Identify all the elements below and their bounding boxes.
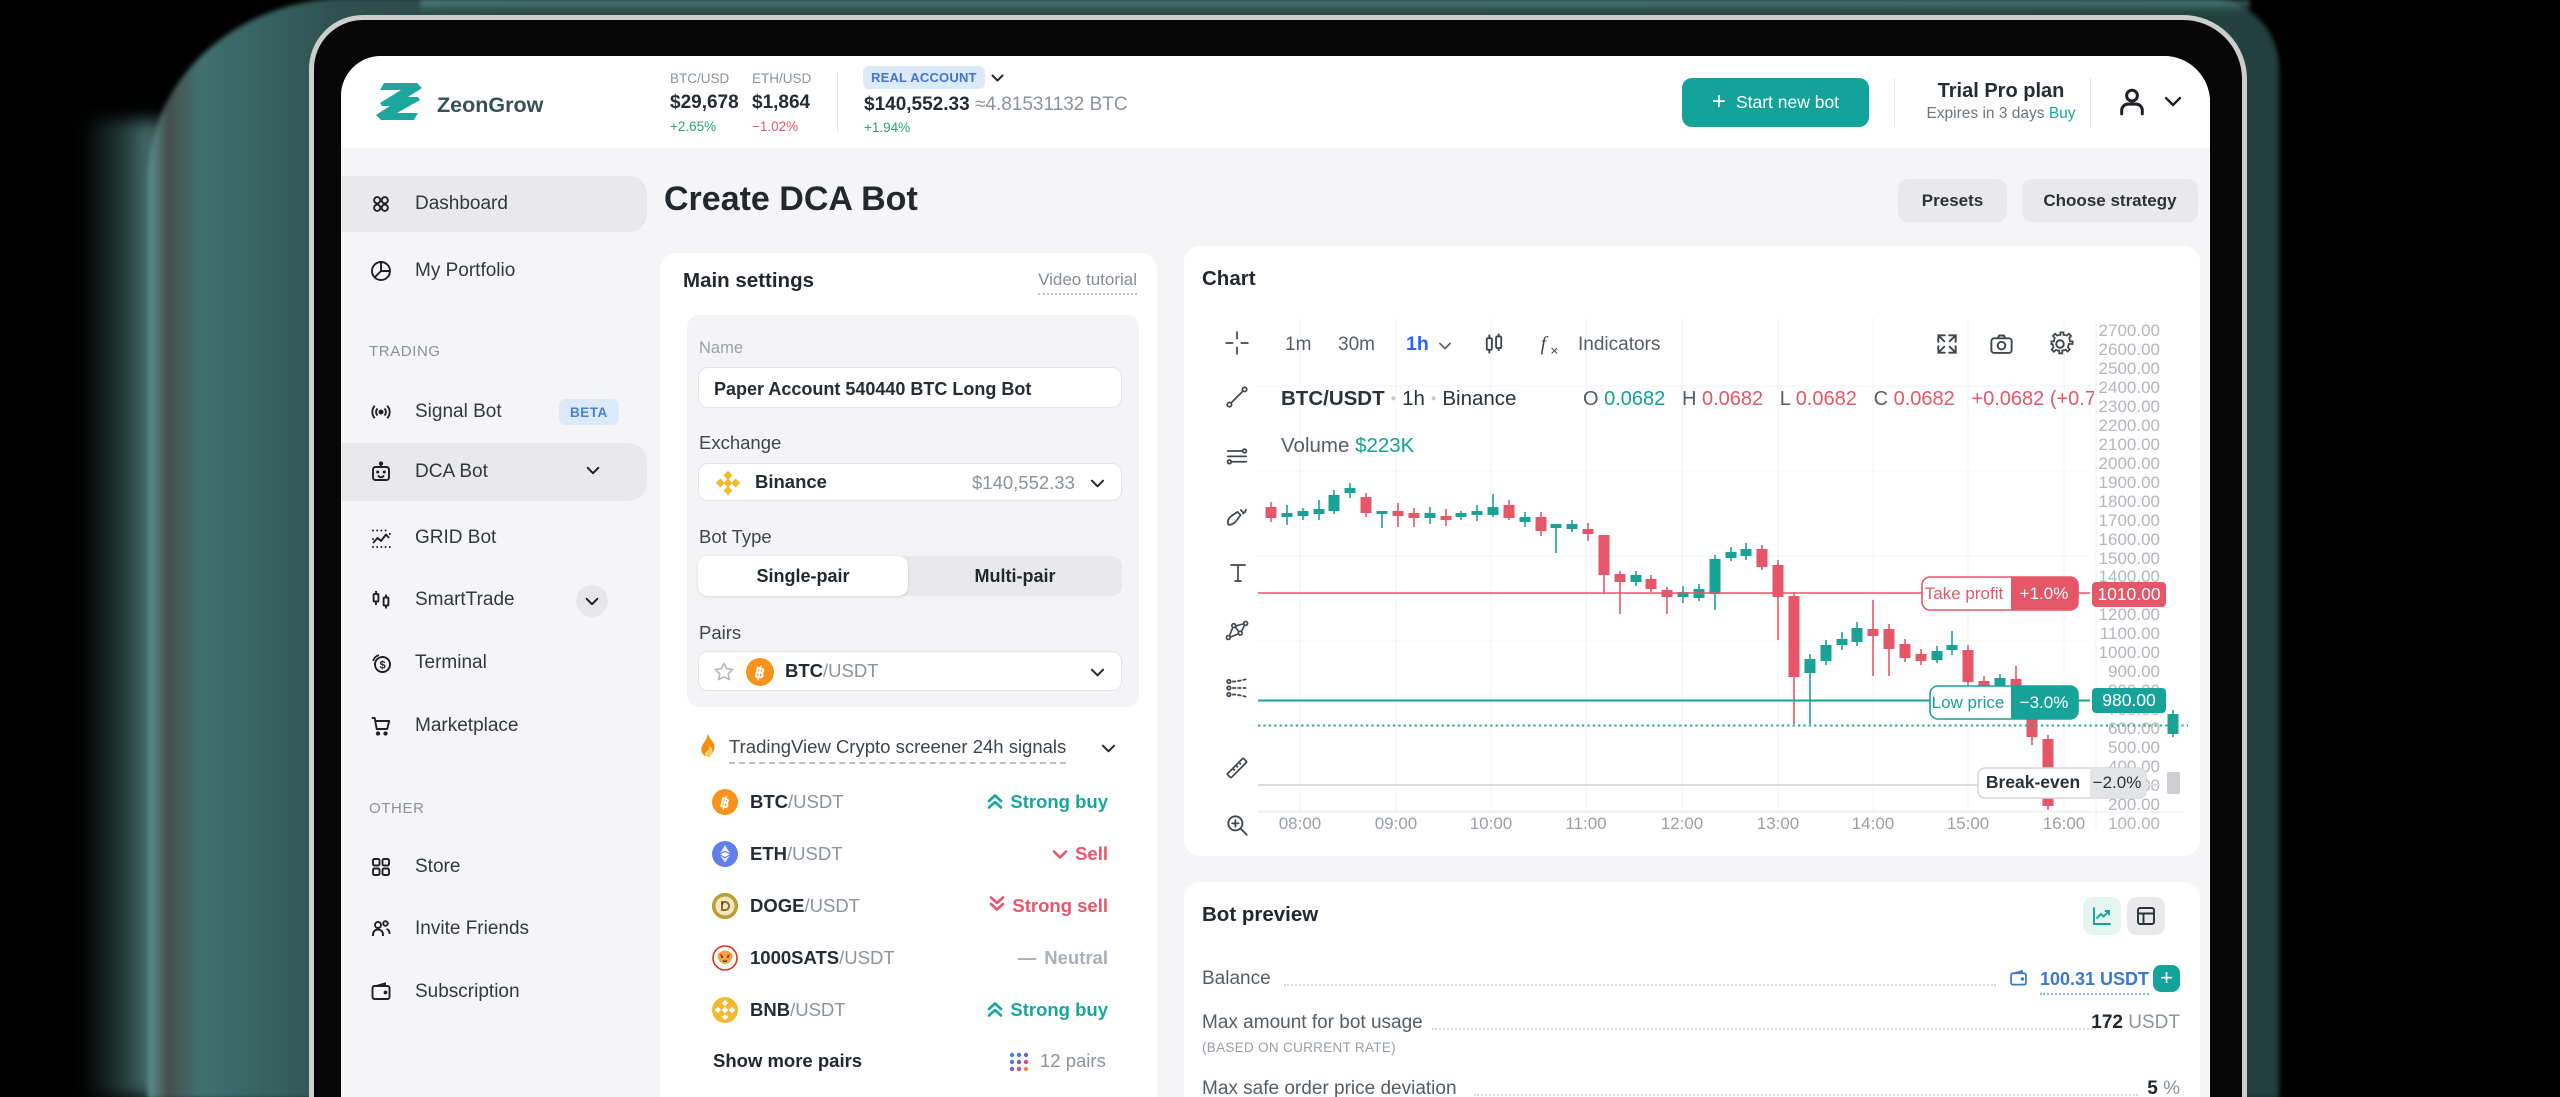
svg-text:980.00: 980.00 [2102, 690, 2156, 710]
svg-text:2100.00: 2100.00 [2099, 435, 2160, 454]
svg-text:✕: ✕ [1550, 346, 1559, 358]
svg-text:16:00: 16:00 [2043, 814, 2086, 833]
svg-text:1200.00: 1200.00 [2099, 605, 2160, 624]
svg-text:2700.00: 2700.00 [2099, 321, 2160, 340]
svg-text:Low price: Low price [1932, 693, 2005, 712]
svg-text:1100.00: 1100.00 [2100, 624, 2160, 643]
svg-text:1800.00: 1800.00 [2099, 492, 2160, 511]
svg-text:Break-even: Break-even [1986, 772, 2080, 792]
svg-text:1900.00: 1900.00 [2099, 473, 2160, 492]
svg-text:15:00: 15:00 [1947, 814, 1990, 833]
svg-text:1700.00: 1700.00 [2099, 511, 2160, 530]
svg-text:09:00: 09:00 [1375, 814, 1418, 833]
svg-text:1600.00: 1600.00 [2099, 530, 2160, 549]
svg-text:฿: ฿ [753, 664, 766, 683]
svg-text:900.00: 900.00 [2108, 662, 2160, 681]
svg-text:11:00: 11:00 [1565, 814, 1606, 833]
svg-text:+1.0%: +1.0% [2020, 584, 2069, 603]
svg-text:1500.00: 1500.00 [2099, 549, 2160, 568]
svg-text:Take profit: Take profit [1925, 584, 2004, 603]
svg-text:13:00: 13:00 [1757, 814, 1800, 833]
svg-text:2300.00: 2300.00 [2099, 397, 2160, 416]
svg-text:600.00: 600.00 [2108, 719, 2160, 738]
svg-text:2400.00: 2400.00 [2099, 378, 2160, 397]
svg-text:−2.0%: −2.0% [2093, 773, 2142, 792]
svg-text:1000.00: 1000.00 [2099, 643, 2160, 662]
svg-text:2500.00: 2500.00 [2099, 359, 2160, 378]
svg-text:$: $ [379, 660, 385, 672]
svg-text:−3.0%: −3.0% [2020, 693, 2069, 712]
svg-text:2600.00: 2600.00 [2099, 340, 2160, 359]
svg-text:10:00: 10:00 [1470, 814, 1513, 833]
svg-text:500.00: 500.00 [2108, 738, 2160, 757]
svg-text:200.00: 200.00 [2108, 795, 2160, 814]
svg-text:2000.00: 2000.00 [2099, 454, 2160, 473]
svg-text:2200.00: 2200.00 [2099, 416, 2160, 435]
svg-text:08:00: 08:00 [1279, 814, 1322, 833]
svg-text:100.00: 100.00 [2108, 814, 2160, 833]
svg-text:14:00: 14:00 [1852, 814, 1895, 833]
svg-text:12:00: 12:00 [1661, 814, 1704, 833]
svg-text:f: f [1541, 333, 1549, 355]
svg-text:฿: ฿ [718, 795, 731, 813]
svg-text:1400.00: 1400.00 [2099, 567, 2160, 586]
svg-text:1010.00: 1010.00 [2097, 584, 2161, 604]
